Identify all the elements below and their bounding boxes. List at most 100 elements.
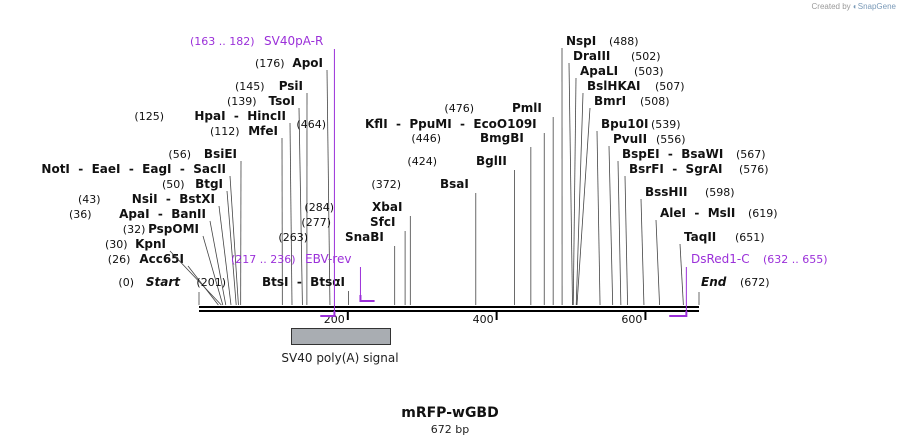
site-psii-pos: (145): [235, 80, 265, 93]
site-bslhkai-name[interactable]: BslHKAI: [587, 79, 641, 93]
site-btsi-bts-i-pos: (201): [196, 276, 226, 289]
site-bsiei-name[interactable]: BsiEI: [204, 147, 237, 161]
site-hpai-hincii-leader: [289, 122, 293, 306]
primer-ebv-rev-range: (217 .. 236): [231, 253, 296, 266]
site-nsii-bstxi-leader: [218, 205, 232, 306]
site-tsoi-pos: (139): [227, 95, 257, 108]
site-noti-eaei-eagi-sacii-leader: [229, 175, 239, 306]
site-taqii-name[interactable]: TaqII: [684, 230, 716, 244]
site-bmgbi-pos: (446): [411, 132, 441, 145]
site-kpni-name[interactable]: KpnI: [135, 237, 166, 251]
site-btgi-leader: [226, 190, 237, 306]
site-bglii-name[interactable]: BglII: [476, 154, 507, 168]
site-apoi-name[interactable]: ApoI: [292, 56, 323, 70]
site-apoi-leader: [326, 69, 331, 306]
site-pspomi-pos: (32): [123, 223, 146, 236]
snapgene-logo-icon: ◐: [852, 2, 858, 11]
site-tsoi-leader: [298, 107, 303, 306]
primer-sv40pa-r-range: (163 .. 182): [190, 35, 255, 48]
site-acc65i-name[interactable]: Acc65I: [139, 252, 184, 266]
site-nsii-bstxi-name[interactable]: NsiI - BstXI: [132, 192, 215, 206]
primer-sv40pa-r-arrow[interactable]: [320, 311, 336, 317]
site-draiii-pos: (502): [631, 50, 661, 63]
site-bmri-name[interactable]: BmrI: [594, 94, 626, 108]
site-sfci-name[interactable]: SfcI: [370, 215, 395, 229]
site-bspei-bsawi-leader: [617, 160, 622, 306]
site-btgi-name[interactable]: BtgI: [195, 177, 223, 191]
site-bpu10i-leader: [596, 130, 601, 306]
site-pvuii-leader: [608, 145, 614, 306]
site-pspomi-name[interactable]: PspOMI: [148, 222, 199, 236]
site-psii-name[interactable]: PsiI: [279, 79, 303, 93]
credit-prefix: Created by: [811, 2, 851, 11]
site-bsiei-pos: (56): [168, 148, 191, 161]
site-apali-pos: (503): [634, 65, 664, 78]
site-bglii-pos: (424): [407, 155, 437, 168]
site-apai-banii-leader: [209, 220, 227, 306]
site-nsii-bstxi-pos: (43): [78, 193, 101, 206]
site-taqii-leader: [679, 243, 684, 306]
site-noti-eaei-eagi-sacii-name[interactable]: NotI - EaeI - EagI - SacII: [41, 162, 226, 176]
site-bmgbi-name[interactable]: BmgBI: [480, 131, 524, 145]
site-bslhkai-pos: (507): [655, 80, 685, 93]
site-bpu10i-pos: (539): [651, 118, 681, 131]
site-bsshii-name[interactable]: BssHII: [645, 185, 687, 199]
primer-sv40pa-r-name[interactable]: SV40pA-R: [264, 34, 323, 48]
primer-dsred1-c-arrow[interactable]: [669, 311, 688, 317]
site-bsrfi-sgrai-name[interactable]: BsrFI - SgrAI: [629, 162, 722, 176]
site-mfei-name[interactable]: MfeI: [248, 124, 278, 138]
site-hpai-hincii-name[interactable]: HpaI - HincII: [194, 109, 286, 123]
site-start-pos: (0): [118, 276, 134, 289]
site-pspomi-leader: [202, 235, 224, 306]
sequence-length: 672 bp: [430, 423, 470, 436]
site-acc65i-pos: (26): [108, 253, 131, 266]
site-draiii-name[interactable]: DraIII: [573, 49, 610, 63]
site-pvuii-name[interactable]: PvuII: [613, 132, 647, 146]
credit-brand: SnapGene: [857, 2, 896, 11]
site-alei-msli-name[interactable]: AleI - MslI: [660, 206, 735, 220]
site-sfci-pos: (277): [301, 216, 331, 229]
primer-ebv-rev-name[interactable]: EBV-rev: [305, 252, 351, 266]
site-bsshii-pos: (598): [705, 186, 735, 199]
site-apai-banii-name[interactable]: ApaI - BanII: [119, 207, 206, 221]
ruler-tick-label: 400: [473, 313, 494, 326]
site-bsrfi-sgrai-leader: [624, 175, 628, 306]
site-xbai-name[interactable]: XbaI: [372, 200, 402, 214]
site-pvuii-pos: (556): [656, 133, 686, 146]
site-btsi-bts-i-name[interactable]: BtsI - BtsαI: [262, 275, 345, 289]
sequence-title: mRFP-wGBD: [401, 405, 499, 421]
site-apali-name[interactable]: ApaLI: [580, 64, 618, 78]
site-bsshii-leader: [640, 198, 645, 306]
site-pmli-pos: (476): [444, 102, 474, 115]
primer-dsred1-c-name[interactable]: DsRed1-C: [691, 252, 750, 266]
site-kpni-leader: [169, 250, 222, 306]
site-btgi-pos: (50): [162, 178, 185, 191]
site-apoi-pos: (176): [255, 57, 285, 70]
site-mfei-pos: (112): [210, 125, 240, 138]
site-end-name[interactable]: End: [701, 275, 727, 289]
site-start-name[interactable]: Start: [146, 275, 181, 289]
site-bslhkai-leader: [575, 92, 584, 306]
feature-sv40-polya-label: SV40 poly(A) signal: [281, 351, 399, 365]
site-pmli-name[interactable]: PmlI: [512, 101, 542, 115]
site-bsai-pos: (372): [371, 178, 401, 191]
site-bspei-bsawi-name[interactable]: BspEI - BsaWI: [622, 147, 723, 161]
site-bsai-name[interactable]: BsaI: [440, 177, 469, 191]
feature-sv40-polya-box[interactable]: [291, 328, 391, 345]
site-snabi-name[interactable]: SnaBI: [345, 230, 384, 244]
site-taqii-pos: (651): [735, 231, 765, 244]
site-draiii-leader: [568, 62, 573, 306]
site-nspi-pos: (488): [609, 35, 639, 48]
site-kfli-ppumi-ecoo109i-name[interactable]: KflI - PpuMI - EcoO109I: [365, 117, 537, 131]
site-tsoi-name[interactable]: TsoI: [269, 94, 295, 108]
site-alei-msli-leader: [655, 219, 660, 306]
site-bspei-bsawi-pos: (567): [736, 148, 766, 161]
site-kpni-pos: (30): [105, 238, 128, 251]
site-kfli-ppumi-ecoo109i-pos: (464): [296, 118, 326, 131]
site-bmri-leader: [576, 107, 591, 306]
site-nspi-name[interactable]: NspI: [566, 34, 596, 48]
primer-ebv-rev-arrow[interactable]: [359, 295, 375, 302]
site-bpu10i-name[interactable]: Bpu10I: [601, 117, 648, 131]
site-snabi-pos: (263): [278, 231, 308, 244]
